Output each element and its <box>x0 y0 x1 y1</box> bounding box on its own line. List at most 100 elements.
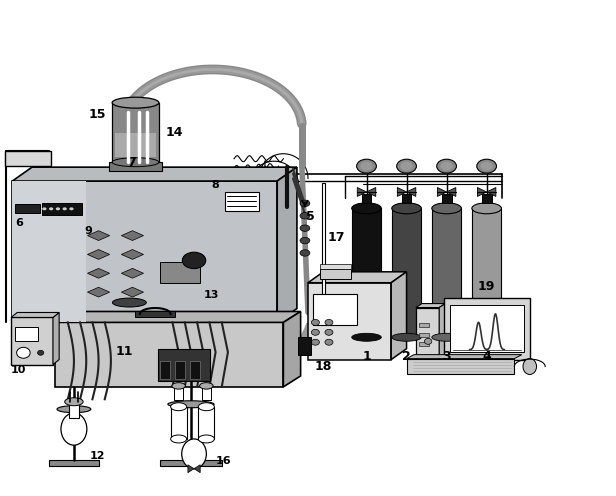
Polygon shape <box>11 312 59 317</box>
Bar <box>442 194 452 203</box>
Ellipse shape <box>311 339 320 345</box>
Bar <box>136 311 175 317</box>
Ellipse shape <box>325 339 333 345</box>
Ellipse shape <box>198 403 214 411</box>
Ellipse shape <box>300 225 310 231</box>
Bar <box>419 342 429 346</box>
Polygon shape <box>121 231 144 241</box>
Polygon shape <box>188 465 194 473</box>
Text: 5: 5 <box>306 210 315 223</box>
Text: 19: 19 <box>478 280 495 293</box>
Bar <box>352 208 381 337</box>
Text: 15: 15 <box>89 108 106 121</box>
Text: 12: 12 <box>89 451 105 461</box>
Ellipse shape <box>424 338 432 344</box>
Bar <box>11 317 53 365</box>
Bar <box>12 181 86 322</box>
Bar <box>49 460 99 466</box>
Polygon shape <box>87 268 110 278</box>
Ellipse shape <box>300 250 310 256</box>
Bar <box>472 208 501 337</box>
Ellipse shape <box>112 97 159 108</box>
Ellipse shape <box>432 203 461 214</box>
Ellipse shape <box>198 435 214 443</box>
Ellipse shape <box>360 162 373 171</box>
Text: 3: 3 <box>442 350 451 363</box>
Bar <box>320 268 351 279</box>
Bar <box>5 151 51 166</box>
Polygon shape <box>87 231 110 241</box>
Ellipse shape <box>300 238 310 244</box>
Polygon shape <box>487 187 496 196</box>
Bar <box>15 327 38 341</box>
Bar <box>313 294 357 325</box>
Bar <box>362 194 371 203</box>
Text: 6: 6 <box>15 218 23 228</box>
Bar <box>320 263 351 268</box>
Bar <box>416 308 439 362</box>
Ellipse shape <box>437 159 456 173</box>
Ellipse shape <box>38 350 44 355</box>
Ellipse shape <box>112 298 147 307</box>
Ellipse shape <box>300 213 310 219</box>
Text: 16: 16 <box>216 456 231 466</box>
Polygon shape <box>121 249 144 259</box>
Polygon shape <box>194 465 200 473</box>
Ellipse shape <box>352 203 381 214</box>
Bar <box>171 407 187 439</box>
Text: 7: 7 <box>127 156 136 169</box>
Bar <box>419 332 429 336</box>
Text: 14: 14 <box>165 126 182 139</box>
Bar <box>12 181 277 322</box>
Ellipse shape <box>397 159 416 173</box>
Text: 8: 8 <box>211 180 219 190</box>
Bar <box>42 203 82 215</box>
Ellipse shape <box>49 207 53 210</box>
Bar <box>308 283 391 360</box>
Bar <box>392 208 421 337</box>
Ellipse shape <box>325 319 333 325</box>
Bar <box>407 359 514 374</box>
Bar <box>174 387 183 400</box>
Ellipse shape <box>357 159 376 173</box>
Ellipse shape <box>480 162 493 171</box>
Bar <box>160 460 222 466</box>
Bar <box>160 262 200 283</box>
Text: 17: 17 <box>328 231 345 244</box>
Ellipse shape <box>182 439 206 469</box>
Ellipse shape <box>171 435 187 443</box>
Ellipse shape <box>171 403 187 411</box>
Bar <box>175 361 185 379</box>
Polygon shape <box>12 167 297 181</box>
Ellipse shape <box>172 383 185 389</box>
Polygon shape <box>391 272 407 360</box>
Ellipse shape <box>300 200 310 206</box>
Ellipse shape <box>311 319 320 325</box>
Bar <box>15 204 40 213</box>
Bar <box>158 349 211 381</box>
Polygon shape <box>416 304 445 308</box>
Polygon shape <box>447 187 456 196</box>
Ellipse shape <box>472 203 501 214</box>
Bar <box>55 322 283 387</box>
Bar <box>450 305 524 352</box>
Polygon shape <box>277 167 297 322</box>
Ellipse shape <box>392 333 421 341</box>
Bar <box>190 361 200 379</box>
Polygon shape <box>407 187 416 196</box>
Ellipse shape <box>17 347 30 358</box>
Bar <box>115 133 156 157</box>
Text: 4: 4 <box>482 350 491 363</box>
Bar <box>298 337 311 355</box>
Polygon shape <box>53 312 59 365</box>
Text: 9: 9 <box>84 226 92 236</box>
Polygon shape <box>437 187 447 196</box>
Ellipse shape <box>112 158 159 167</box>
Polygon shape <box>121 287 144 297</box>
Ellipse shape <box>57 406 91 413</box>
Ellipse shape <box>472 333 501 341</box>
Ellipse shape <box>63 207 67 210</box>
Bar <box>202 387 211 400</box>
Bar <box>322 184 325 317</box>
Polygon shape <box>87 287 110 297</box>
